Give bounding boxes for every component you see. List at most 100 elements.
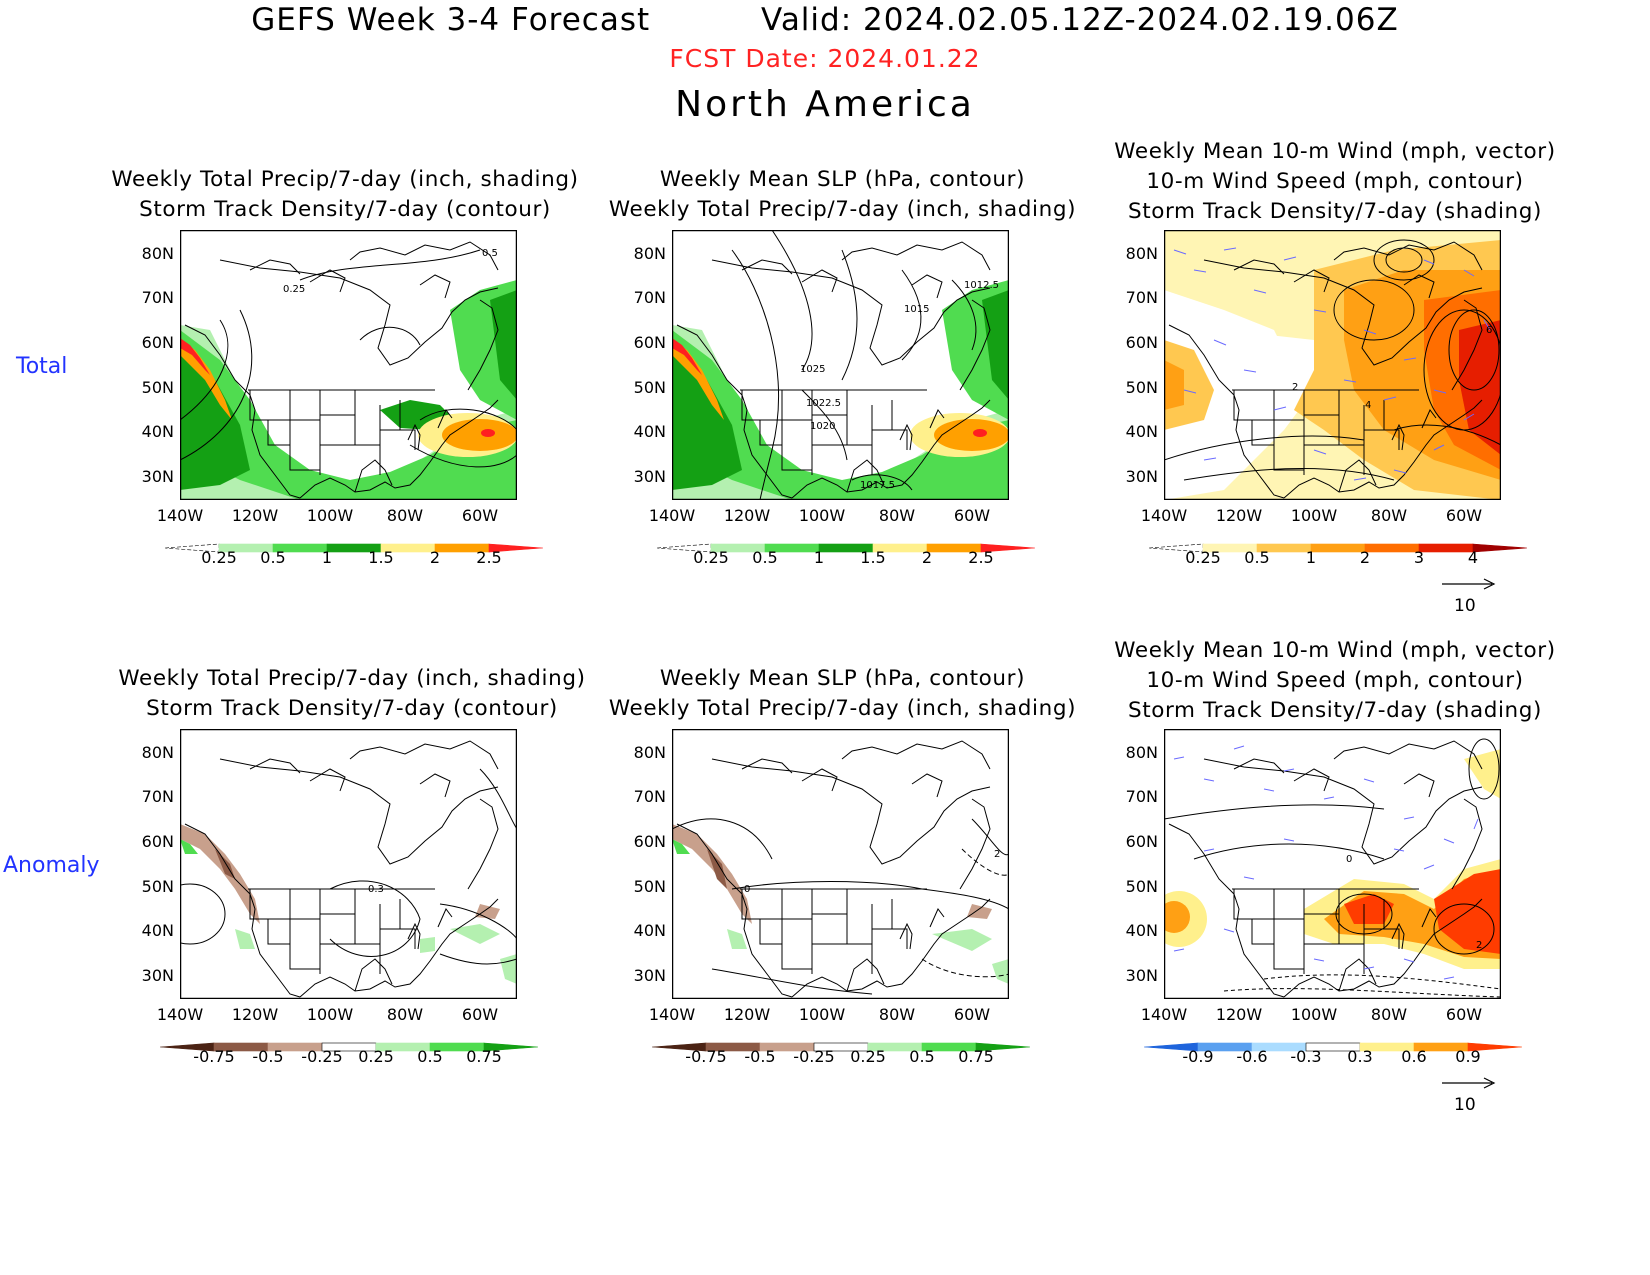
colorbar-tick-label: 0.25	[358, 1047, 394, 1066]
colorbar-swatches	[164, 543, 544, 553]
lon-tick-label: 60W	[953, 506, 991, 525]
lat-tick-label: 80N	[633, 244, 666, 263]
colorbar-tick-label: -0.75	[193, 1047, 235, 1066]
lat-tick-label: 50N	[1125, 378, 1158, 397]
lat-tick-label: 60N	[1125, 832, 1158, 851]
map-wind-storm-total: 6 4 2	[1164, 230, 1501, 500]
lat-tick-label: 70N	[633, 288, 666, 307]
colorbar-swatch	[483, 1042, 539, 1052]
lat-tick-label: 80N	[141, 743, 174, 762]
lat-tick-label: 30N	[1125, 467, 1158, 486]
contour-label: 0.3	[368, 884, 384, 895]
title-precip-storm-anomaly: Weekly Total Precip/7-day (inch, shading…	[118, 666, 586, 721]
lon-tick-label: 120W	[1215, 1005, 1263, 1024]
colorbar-tick-label: -0.75	[685, 1047, 727, 1066]
lat-tick-label: 30N	[1125, 966, 1158, 985]
lat-tick-label: 30N	[633, 966, 666, 985]
colorbar-tick-label: 0.25	[693, 548, 729, 567]
colorbar-tick-label: 2	[1359, 548, 1371, 567]
lon-tick-label: 140W	[156, 506, 204, 525]
lon-tick-label: 100W	[306, 506, 354, 525]
colorbar-tick-label: 0.5	[909, 1047, 935, 1066]
colorbar-slp-precip-total: 0.25 0.5 1 1.5 2 2.5	[656, 540, 1045, 567]
contour-label: 4	[1365, 400, 1371, 411]
wind-vectors	[1173, 745, 1479, 980]
main-title: GEFS Week 3-4 Forecast	[251, 2, 651, 38]
lon-tick-label: 60W	[1445, 506, 1483, 525]
colorbar-tick-label: -0.25	[301, 1047, 343, 1066]
lat-tick-label: 50N	[633, 877, 666, 896]
colorbar-tick-label: 0.3	[1347, 1047, 1373, 1066]
lat-tick-label: 40N	[1125, 422, 1158, 441]
colorbar-swatch	[975, 1042, 1031, 1052]
colorbar-tick-label: 1.5	[368, 548, 394, 567]
colorbar-tick-label: 3	[1413, 548, 1425, 567]
colorbar-tick-label: -0.6	[1236, 1047, 1268, 1066]
lat-tick-label: 40N	[1125, 921, 1158, 940]
lat-tick-label: 50N	[1125, 877, 1158, 896]
row-label-total: Total	[16, 354, 68, 379]
contour-label: 0	[744, 884, 750, 895]
colorbar-swatch	[980, 543, 1036, 553]
title-slp-precip-total: Weekly Mean SLP (hPa, contour) Weekly Tot…	[608, 167, 1077, 222]
lon-tick-label: 60W	[1445, 1005, 1483, 1024]
colorbar-tick-label: 2	[921, 548, 933, 567]
title-wind-storm-total: Weekly Mean 10-m Wind (mph, vector) 10-m …	[1114, 139, 1556, 224]
colorbar-tick-label: 0.6	[1401, 1047, 1427, 1066]
colorbar-precip-total: 0.25 0.5 1 1.5 2 2.5	[164, 540, 553, 567]
lat-tick-label: 50N	[633, 378, 666, 397]
map-wind-storm-anomaly: 0 2	[1164, 729, 1501, 999]
contour-label: 1015	[904, 304, 929, 315]
lon-tick-label: 60W	[953, 1005, 991, 1024]
colorbar-tick-label: 0.75	[958, 1047, 994, 1066]
lon-tick-label: 100W	[798, 506, 846, 525]
lat-tick-label: 30N	[141, 467, 174, 486]
lon-tick-label: 60W	[461, 506, 499, 525]
lat-tick-label: 70N	[1125, 787, 1158, 806]
colorbar-tick-label: 2.5	[968, 548, 994, 567]
lon-tick-label: 140W	[1140, 1005, 1188, 1024]
colorbar-swatches	[159, 1042, 539, 1052]
lat-tick-label: 50N	[141, 378, 174, 397]
colorbar-tick-label: 0.25	[201, 548, 237, 567]
lat-tick-label: 40N	[141, 422, 174, 441]
lat-tick-label: 80N	[1125, 743, 1158, 762]
contour-label: 1025	[800, 364, 825, 375]
colorbar-tick-label: 0.9	[1455, 1047, 1481, 1066]
lat-tick-label: 70N	[141, 288, 174, 307]
lon-tick-label: 140W	[648, 506, 696, 525]
contour-label: 2	[994, 849, 1000, 860]
colorbar-tick-label: -0.5	[744, 1047, 776, 1066]
colorbar-precip-anomaly: -0.75 -0.5 -0.25 0.25 0.5 0.75	[159, 1039, 548, 1066]
colorbar-swatches	[651, 1042, 1031, 1052]
colorbar-tick-label: 0.5	[1244, 548, 1270, 567]
lon-tick-label: 100W	[1290, 1005, 1338, 1024]
contour-label: 0.25	[283, 284, 305, 295]
contour-label: 1020	[810, 421, 835, 432]
lon-tick-label: 80W	[386, 506, 424, 525]
colorbar-tick-label: -0.25	[793, 1047, 835, 1066]
lon-tick-label: 60W	[461, 1005, 499, 1024]
lon-tick-label: 100W	[1290, 506, 1338, 525]
colorbar-tick-label: 0.75	[466, 1047, 502, 1066]
lon-tick-label: 140W	[648, 1005, 696, 1024]
colorbar-tick-label: 0.5	[752, 548, 778, 567]
lon-tick-label: 80W	[1370, 506, 1408, 525]
colorbar-tick-label: 0.25	[1185, 548, 1221, 567]
map-slp-precip-anomaly: 2 0	[672, 729, 1009, 999]
lat-tick-label: 40N	[141, 921, 174, 940]
lat-tick-label: 60N	[141, 333, 174, 352]
map-slp-precip-total: 1012.5 1015 1025 1022.5 1020 1017.5	[672, 230, 1009, 500]
lon-tick-label: 80W	[878, 506, 916, 525]
region-title: North America	[675, 84, 975, 125]
lat-tick-label: 60N	[1125, 333, 1158, 352]
map-precip-storm-total: 0.5 0.25	[180, 230, 517, 500]
colorbar-tick-label: 1	[813, 548, 825, 567]
vector-reference-total: 10	[1440, 576, 1500, 616]
colorbar-storm-total: 0.25 0.5 1 2 3 4	[1148, 540, 1537, 567]
lat-tick-label: 70N	[1125, 288, 1158, 307]
colorbar-tick-label: 2	[429, 548, 441, 567]
colorbar-swatch	[1472, 543, 1528, 553]
contour-label: 0.5	[482, 248, 498, 259]
title-wind-storm-anomaly: Weekly Mean 10-m Wind (mph, vector) 10-m …	[1114, 638, 1556, 723]
